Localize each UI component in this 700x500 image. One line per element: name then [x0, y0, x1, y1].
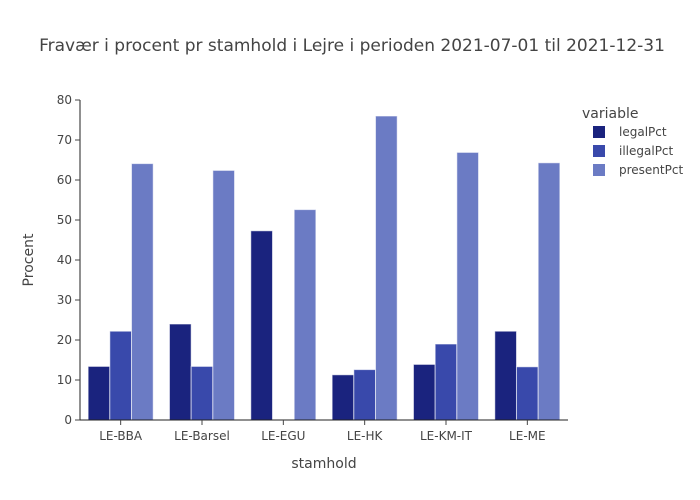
- x-axis: LE-BBA LE-Barsel LE-EGU LE-HK LE-KM-IT LE-ME: [80, 419, 568, 443]
- x-tick-label: LE-Barsel: [174, 429, 230, 443]
- bar-presentPct-LE-KM-IT[interactable]: [456, 151, 480, 421]
- bar-presentPct-LE-BBA[interactable]: [131, 163, 154, 421]
- bar-illegalPct-LE-Barsel[interactable]: [190, 365, 214, 421]
- bar-presentPct-LE-EGU[interactable]: [293, 209, 317, 421]
- y-tick-label: 40: [57, 253, 72, 267]
- y-tick-label: 80: [57, 93, 72, 107]
- x-tick-label: LE-EGU: [261, 429, 305, 443]
- x-tick-label: LE-HK: [347, 429, 384, 443]
- bar-illegalPct-LE-BBA[interactable]: [109, 330, 133, 421]
- bar-illegalPct-LE-HK[interactable]: [353, 369, 377, 421]
- bar-legalPct-LE-Barsel[interactable]: [168, 323, 192, 421]
- y-tick-label: 0: [64, 413, 72, 427]
- legend-label-legalPct[interactable]: legalPct: [619, 125, 667, 139]
- bar-legalPct-LE-HK[interactable]: [331, 374, 355, 421]
- x-tick-label: LE-KM-IT: [420, 429, 473, 443]
- legend-label-presentPct[interactable]: presentPct: [619, 163, 683, 177]
- y-tick-label: 70: [57, 133, 72, 147]
- bar-presentPct-LE-HK[interactable]: [375, 115, 398, 421]
- y-axis: 0 10 20 30 40 50 60 70 80: [57, 93, 81, 427]
- y-tick-label: 50: [57, 213, 72, 227]
- bar-presentPct-LE-Barsel[interactable]: [212, 169, 236, 421]
- bar-illegalPct-LE-ME[interactable]: [515, 366, 539, 421]
- bar-legalPct-LE-EGU[interactable]: [250, 230, 273, 421]
- legend-title: variable: [582, 106, 638, 122]
- y-tick-label: 20: [57, 333, 72, 347]
- legend-swatch-presentPct: [593, 164, 605, 176]
- legend[interactable]: variable legalPct illegalPct presentPct: [582, 106, 683, 177]
- bar-presentPct-LE-ME[interactable]: [537, 162, 561, 421]
- bar-legalPct-LE-KM-IT[interactable]: [412, 363, 436, 421]
- y-axis-title: Procent: [21, 233, 37, 286]
- bars-layer: [87, 115, 561, 421]
- bar-legalPct-LE-ME[interactable]: [494, 330, 517, 421]
- legend-swatch-legalPct: [593, 126, 605, 138]
- x-tick-label: LE-BBA: [99, 429, 143, 443]
- y-tick-label: 10: [57, 373, 72, 387]
- x-axis-title: stamhold: [291, 456, 356, 472]
- legend-swatch-illegalPct: [593, 145, 605, 157]
- y-tick-label: 30: [57, 293, 72, 307]
- bar-legalPct-LE-BBA[interactable]: [87, 365, 111, 421]
- bar-illegalPct-LE-KM-IT[interactable]: [434, 343, 458, 421]
- x-tick-label: LE-ME: [509, 429, 546, 443]
- legend-label-illegalPct[interactable]: illegalPct: [619, 144, 674, 158]
- chart-title: Fravær i procent pr stamhold i Lejre i p…: [39, 36, 665, 56]
- y-tick-label: 60: [57, 173, 72, 187]
